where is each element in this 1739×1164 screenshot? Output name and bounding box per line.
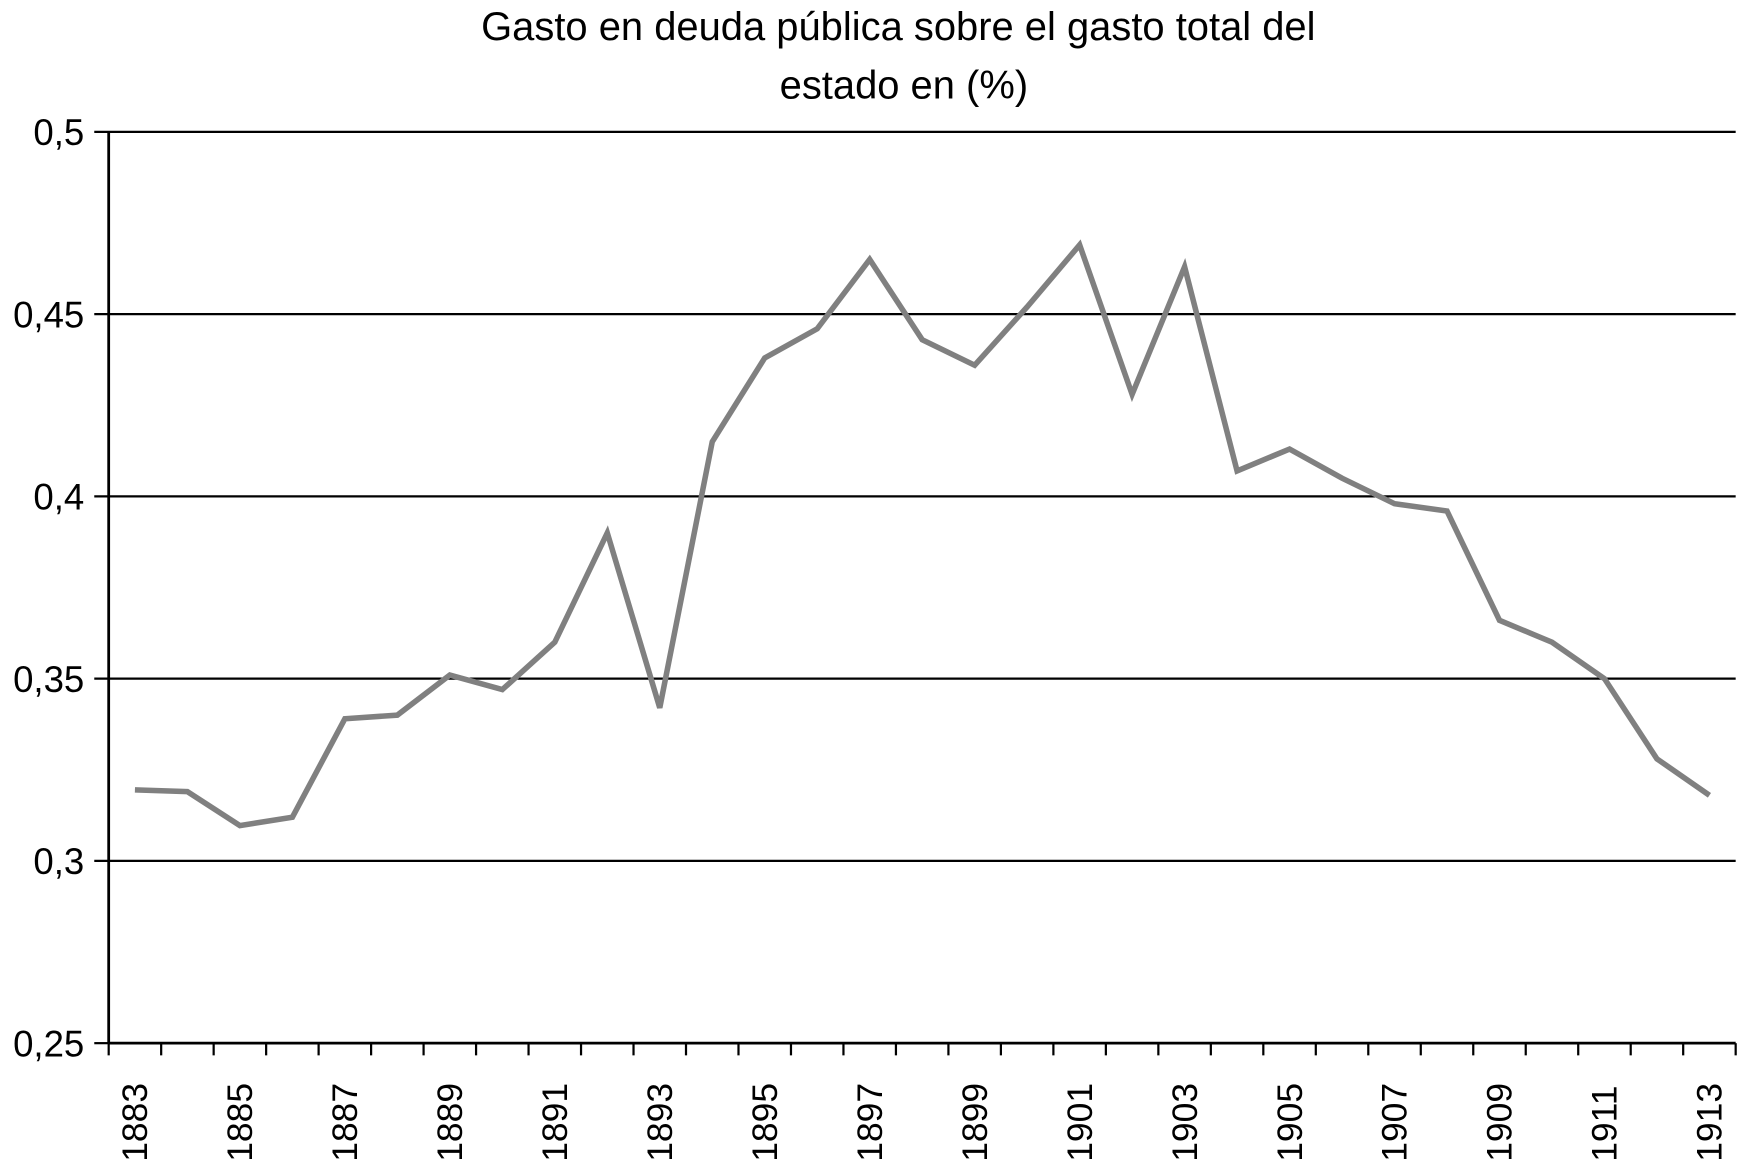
x-tick-label: 1903 [1165,1083,1205,1162]
x-tick-label: 1883 [115,1083,155,1162]
x-tick-label: 1905 [1270,1083,1310,1162]
y-tick-label: 0,25 [13,1023,84,1064]
y-tick-label: 0,3 [33,841,84,882]
x-tick-label: 1889 [430,1083,470,1162]
y-tick-label: 0,45 [13,294,84,335]
x-tick-label: 1909 [1480,1083,1520,1162]
y-tick-label: 0,5 [33,112,84,153]
y-tick-label: 0,4 [33,477,84,518]
series-line [134,239,1712,829]
x-tick-label: 1897 [850,1083,890,1162]
x-tick-label: 1887 [325,1083,365,1162]
x-tick-label: 1911 [1585,1086,1625,1162]
x-tick-label: 1913 [1690,1083,1730,1162]
y-tick-label: 0,35 [13,659,84,700]
chart-title-line-1: Gasto en deuda pública sobre el gasto to… [481,5,1315,49]
x-tick-label: 1885 [220,1083,260,1162]
x-tick-label: 1891 [535,1083,575,1162]
x-tick-label: 1899 [955,1083,995,1162]
x-tick-label: 1893 [640,1083,680,1162]
x-tick-label: 1895 [745,1083,785,1162]
x-tick-label: 1901 [1060,1083,1100,1162]
x-tick-label: 1907 [1375,1083,1415,1162]
chart-title-line-2: estado en (%) [780,64,1029,108]
